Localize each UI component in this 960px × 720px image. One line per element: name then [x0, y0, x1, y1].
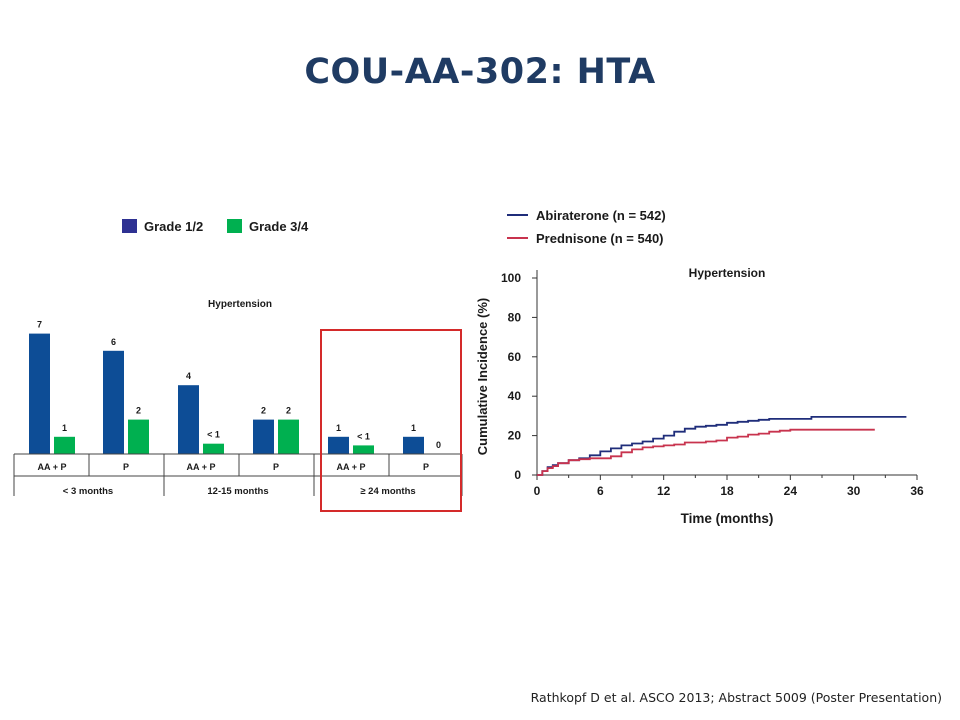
bar-label-g2-2-1: 2 — [261, 406, 266, 416]
bar-g1-1-2 — [54, 436, 75, 454]
bar-g2-1-1 — [178, 385, 199, 454]
series-line-1 — [537, 416, 907, 476]
bar-g1-2-2 — [128, 419, 149, 454]
category-label-g1-2: P — [123, 462, 129, 472]
y-tick-label-20: 20 — [508, 429, 522, 443]
bar-chart-title: Hypertension — [208, 299, 272, 310]
y-tick-label-40: 40 — [508, 389, 522, 403]
y-tick-label-80: 80 — [508, 310, 522, 324]
x-axis-label: Time (months) — [681, 511, 774, 526]
y-tick-label-0: 0 — [514, 468, 521, 482]
x-tick-label-36: 36 — [910, 484, 924, 498]
citation: Rathkopf D et al. ASCO 2013; Abstract 50… — [530, 690, 942, 705]
bar-g3-1-2 — [353, 445, 374, 454]
bar-g1-1-1 — [29, 333, 50, 454]
highlight-box — [320, 329, 462, 512]
category-label-g3-2: P — [423, 462, 429, 472]
category-label-g2-2: P — [273, 462, 279, 472]
bar-g3-2-1 — [403, 436, 424, 454]
group-label-2: 12-15 months — [207, 486, 268, 497]
legend-entry-1: Abiraterone (n = 542) — [536, 208, 666, 223]
y-tick-label-60: 60 — [508, 350, 522, 364]
bar-label-g3-1-2: < 1 — [357, 431, 370, 441]
x-tick-label-12: 12 — [657, 484, 671, 498]
bar-label-g1-2-1: 6 — [111, 337, 116, 347]
legend-swatch-1 — [122, 219, 137, 233]
bar-label-g1-2-2: 2 — [136, 406, 141, 416]
bar-label-g3-2-2: 0 — [436, 440, 441, 450]
bar-g2-2-2 — [278, 419, 299, 454]
legend-entry-2: Prednisone (n = 540) — [536, 231, 664, 246]
bar-g2-2-1 — [253, 419, 274, 454]
x-tick-label-24: 24 — [784, 484, 798, 498]
series-line-2 — [537, 428, 875, 476]
bar-chart: Grade 1/2 Grade 3/4 Hypertension 7 1 AA + P 6 2… — [13, 219, 463, 512]
x-tick-label-30: 30 — [847, 484, 861, 498]
bar-label-g1-1-2: 1 — [62, 423, 67, 433]
legend-label-1: Grade 1/2 — [144, 219, 203, 234]
bar-label-g3-2-1: 1 — [411, 423, 416, 433]
group-label-1: < 3 months — [63, 486, 113, 497]
group-label-3: ≥ 24 months — [360, 486, 415, 497]
bar-g1-2-1 — [103, 350, 124, 454]
km-chart-title: Hypertension — [689, 266, 766, 280]
y-axis-label: Cumulative Incidence (%) — [475, 298, 490, 455]
category-label-g2-1: AA + P — [187, 462, 216, 472]
category-label-g3-1: AA + P — [337, 462, 366, 472]
y-tick-label-100: 100 — [501, 271, 521, 285]
x-tick-label-18: 18 — [720, 484, 734, 498]
bar-g3-1-1 — [328, 436, 349, 454]
km-chart: Abiraterone (n = 542) Prednisone (n = 540… — [475, 208, 924, 526]
slide-title: COU-AA-302: HTA — [304, 52, 656, 92]
bar-label-g3-1-1: 1 — [336, 423, 341, 433]
x-tick-label-0: 0 — [534, 484, 541, 498]
x-tick-label-6: 6 — [597, 484, 604, 498]
legend-label-2: Grade 3/4 — [249, 219, 309, 234]
bar-label-g1-1-1: 7 — [37, 320, 42, 330]
bar-g2-1-2 — [203, 443, 224, 454]
bar-label-g2-1-2: < 1 — [207, 430, 220, 440]
legend-swatch-2 — [227, 219, 242, 233]
bar-label-g2-2-2: 2 — [286, 406, 291, 416]
bar-label-g2-1-1: 4 — [186, 371, 191, 381]
category-label-g1-1: AA + P — [38, 462, 67, 472]
